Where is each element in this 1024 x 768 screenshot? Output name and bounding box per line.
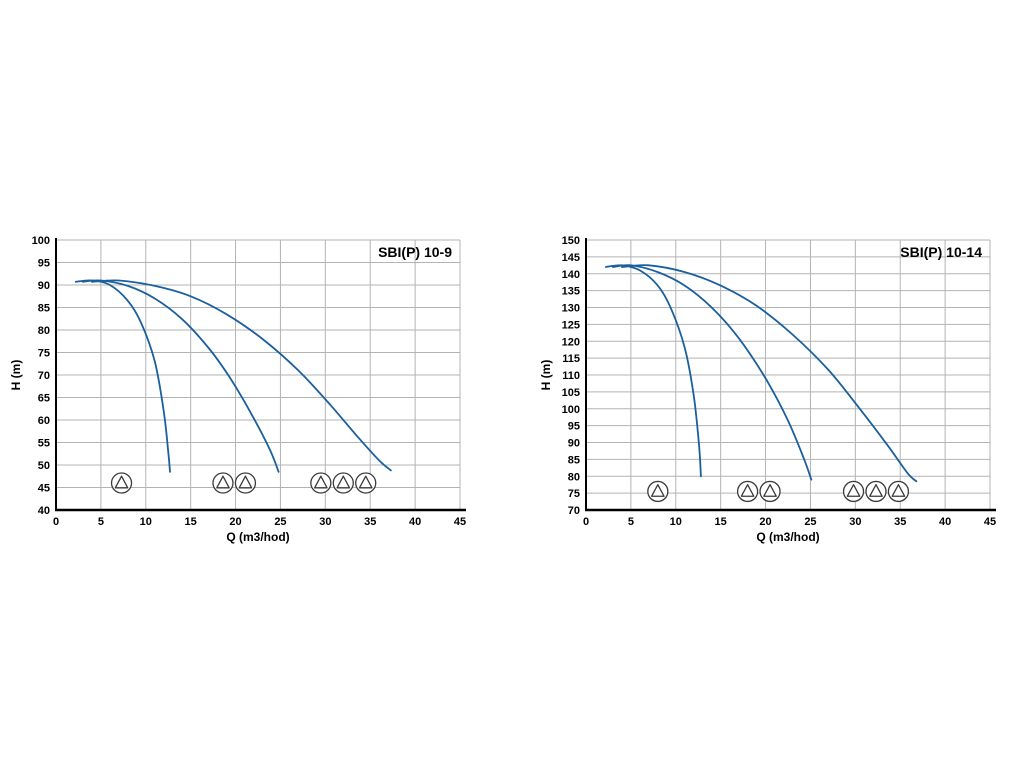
chart-svg: 0 5 10 15 20 25 30 35 40 45 70 75 80 85 90 95 100 105 110 1… [539,235,996,544]
pump-icon [842,480,865,503]
x-tick-label: 45 [454,516,466,528]
pump-icon [355,472,377,494]
y-tick-label: 65 [38,393,50,405]
x-tick-label: 40 [409,516,421,528]
y-tick-label: 130 [562,303,580,315]
1-pump-curve [604,264,702,478]
x-tick-label: 35 [364,516,376,528]
y-tick-label: 70 [38,370,50,382]
y-axis-label: H (m) [539,360,553,391]
y-tick-label: 60 [38,415,50,427]
y-tick-label: 145 [562,252,580,264]
y-tick-label: 50 [38,460,50,472]
x-tick-label: 15 [715,516,727,528]
x-axis-label: Q (m3/hod) [756,530,819,544]
y-tick-label: 135 [562,286,580,298]
x-tick-label: 0 [583,516,589,528]
x-tick-label: 30 [849,516,861,528]
x-tick-label: 5 [98,516,104,528]
y-tick-label: 90 [568,438,580,450]
y-tick-label: 80 [568,471,580,483]
y-tick-label: 120 [562,336,580,348]
chart-svg: 0 5 10 15 20 25 30 35 40 45 40 45 50 55 60 65 70 75 80 85 90… [9,235,466,544]
pump-icon-triangle [650,483,665,497]
y-tick-label: 110 [562,370,580,382]
chart-title: SBI(P) 10-9 [378,244,452,260]
pump-icon-triangle [891,483,906,497]
x-tick-label: 45 [984,516,996,528]
3-pump-curve [91,279,392,472]
2-pump-curve [612,264,813,481]
pump-icon-triangle [216,475,230,489]
y-tick-label: 100 [32,235,50,247]
pump-icon-triangle [763,483,777,497]
x-tick-label: 10 [140,516,152,528]
pump-icon-triangle [740,483,755,497]
y-tick-label: 100 [562,404,580,416]
x-tick-label: 35 [894,516,906,528]
y-tick-label: 125 [562,319,580,331]
y-axis-label: H (m) [9,360,23,391]
x-tick-label: 25 [274,516,286,528]
pump-icon [332,472,354,494]
x-tick-label: 20 [759,516,771,528]
y-tick-label: 70 [568,505,580,517]
y-tick-label: 140 [562,269,580,281]
y-tick-label: 85 [38,303,50,315]
pump-icon-triangle [313,475,328,489]
pump-curve-chart-sbip-10-14: 0 5 10 15 20 25 30 35 40 45 70 75 80 85 90 95 100 105 110 1… [538,228,1008,546]
pump-icon [234,472,257,494]
pump-icon [212,472,234,494]
y-tick-label: 40 [38,505,50,517]
x-tick-label: 20 [229,516,241,528]
y-tick-label: 115 [562,353,580,365]
y-tick-label: 105 [562,387,580,399]
x-tick-label: 25 [804,516,816,528]
chart-title: SBI(P) 10-14 [900,244,982,260]
x-tick-label: 0 [53,516,59,528]
y-tick-label: 55 [38,438,50,450]
y-tick-label: 80 [38,325,50,337]
pump-icon [647,480,669,503]
y-tick-label: 90 [38,280,50,292]
x-tick-label: 5 [628,516,634,528]
pump-icon-triangle [336,475,351,489]
pump-icon-triangle [358,475,373,489]
pump-curve-chart-sbip-10-9: 0 5 10 15 20 25 30 35 40 45 40 45 50 55 60 65 70 75 80 85 90… [8,228,478,546]
pump-icon [865,480,887,503]
y-tick-label: 150 [562,235,580,247]
y-tick-label: 95 [568,421,580,433]
y-tick-label: 85 [568,454,580,466]
pump-icon-triangle [846,483,861,497]
1-pump-curve [74,279,171,473]
y-tick-label: 75 [38,348,50,360]
y-tick-label: 45 [38,483,50,495]
pump-icon [110,472,133,494]
3-pump-curve [621,264,918,483]
pump-icon [736,480,759,503]
pump-icon [759,480,781,503]
y-tick-label: 75 [568,488,580,500]
x-axis-label: Q (m3/hod) [226,530,289,544]
pump-icon-triangle [238,475,253,489]
pump-icon-triangle [114,475,129,489]
x-tick-label: 15 [185,516,197,528]
x-tick-label: 40 [939,516,951,528]
x-tick-label: 30 [319,516,331,528]
y-tick-label: 95 [38,258,50,270]
x-tick-label: 10 [670,516,682,528]
2-pump-curve [82,279,280,473]
pump-icon [310,472,332,494]
pump-icon [887,480,910,503]
pump-icon-triangle [869,483,883,497]
